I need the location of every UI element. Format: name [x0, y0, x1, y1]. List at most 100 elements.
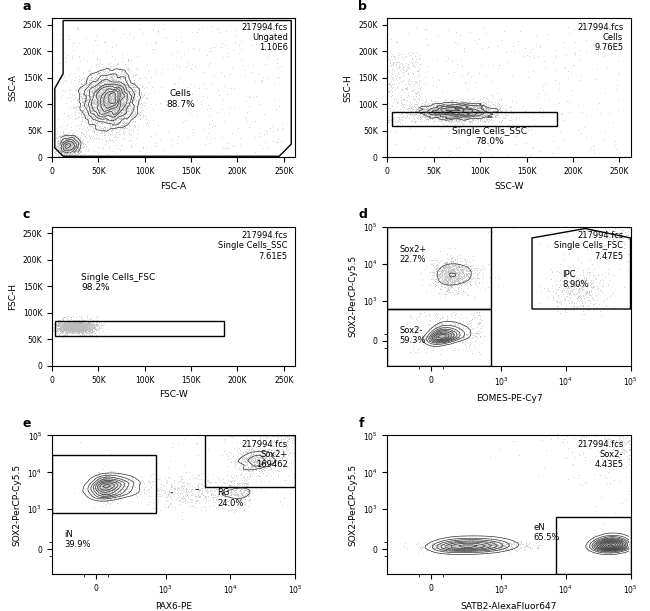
Point	[70, 132, 81, 142]
Point	[447, 256, 457, 266]
Point	[432, 104, 442, 114]
Point	[480, 106, 491, 116]
Point	[73, 321, 84, 331]
Point	[80, 327, 90, 337]
Point	[63, 147, 73, 157]
Point	[47, 322, 58, 332]
Point	[105, 135, 115, 145]
Point	[94, 79, 105, 89]
Point	[98, 101, 108, 111]
Point	[71, 142, 81, 152]
Point	[99, 93, 109, 103]
Point	[611, 436, 621, 445]
Point	[70, 321, 81, 331]
Point	[440, 334, 450, 343]
Point	[602, 541, 612, 551]
Point	[443, 263, 453, 273]
Point	[457, 265, 467, 275]
Point	[612, 538, 622, 548]
Point	[445, 287, 455, 297]
Point	[96, 491, 107, 500]
Point	[466, 100, 476, 110]
Point	[218, 503, 228, 513]
Point	[73, 324, 83, 334]
Point	[500, 105, 511, 115]
Point	[77, 322, 88, 332]
Point	[93, 133, 103, 143]
Point	[469, 109, 479, 119]
Point	[623, 265, 633, 275]
Point	[122, 103, 132, 112]
Point	[605, 540, 616, 549]
Point	[209, 500, 219, 510]
Point	[95, 485, 105, 495]
Point	[433, 332, 443, 342]
Point	[490, 541, 501, 551]
Point	[67, 134, 77, 144]
Point	[234, 495, 244, 505]
Point	[461, 110, 471, 120]
Point	[101, 481, 112, 491]
Point	[426, 103, 436, 113]
Point	[421, 109, 431, 119]
Point	[599, 543, 610, 553]
Point	[174, 496, 184, 506]
Point	[433, 327, 443, 337]
Point	[99, 480, 110, 489]
Point	[72, 331, 83, 340]
Point	[428, 274, 439, 284]
Point	[438, 333, 448, 343]
Point	[459, 541, 469, 551]
Point	[439, 332, 450, 342]
Point	[454, 274, 464, 284]
Point	[606, 540, 617, 549]
Point	[96, 79, 107, 89]
Point	[461, 103, 471, 112]
Point	[491, 536, 501, 546]
Point	[73, 323, 83, 333]
Point	[272, 441, 282, 451]
Point	[437, 319, 448, 329]
Point	[94, 92, 104, 102]
Point	[159, 486, 170, 496]
Point	[450, 540, 460, 550]
Point	[101, 100, 112, 109]
Point	[417, 111, 428, 121]
Point	[614, 476, 624, 486]
Point	[125, 75, 135, 84]
Point	[450, 100, 460, 109]
Point	[578, 291, 589, 301]
Point	[117, 120, 127, 130]
Point	[435, 334, 445, 343]
Point	[476, 111, 486, 121]
Point	[242, 455, 252, 464]
Point	[81, 111, 91, 120]
Point	[86, 82, 97, 92]
Point	[68, 323, 79, 332]
Point	[494, 538, 504, 547]
Point	[55, 133, 66, 142]
Point	[599, 438, 609, 448]
Point	[445, 540, 456, 549]
Point	[99, 89, 109, 98]
Point	[554, 279, 565, 289]
Point	[383, 66, 393, 76]
Point	[77, 96, 88, 106]
Point	[74, 321, 85, 331]
Point	[606, 538, 617, 548]
Point	[79, 330, 89, 340]
Point	[424, 107, 434, 117]
Point	[448, 331, 459, 340]
Point	[95, 68, 105, 78]
Point	[587, 295, 597, 304]
Point	[593, 544, 603, 554]
Point	[409, 101, 419, 111]
Point	[455, 112, 465, 122]
Point	[605, 543, 616, 552]
Point	[117, 92, 127, 101]
Point	[462, 69, 473, 79]
Point	[552, 433, 562, 442]
Point	[461, 104, 471, 114]
Point	[443, 329, 454, 339]
Point	[437, 103, 448, 112]
